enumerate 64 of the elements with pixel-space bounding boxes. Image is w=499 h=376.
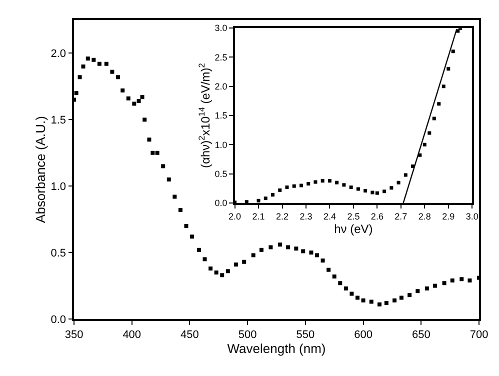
point: [244, 200, 248, 203]
y-tick-label: 3.0: [214, 23, 228, 34]
x-tick-label: 2.8: [418, 212, 431, 222]
point: [364, 188, 368, 192]
x-tick-label: 2.0: [228, 212, 242, 222]
point: [306, 182, 310, 186]
x-tick-label: 2.4: [323, 212, 336, 222]
point: [328, 179, 332, 183]
point: [428, 131, 432, 135]
y-tick-label: 1.5: [214, 110, 228, 121]
point: [375, 191, 379, 195]
x-tick-label: 500: [238, 328, 257, 341]
point: [335, 180, 339, 184]
point: [370, 190, 374, 194]
y-tick-label: 2.0: [214, 82, 228, 92]
y-tick-label: 0.0: [50, 314, 66, 326]
x-tick-label: 3.0: [466, 212, 478, 222]
x-tick-label: 450: [180, 328, 199, 341]
point: [390, 186, 394, 190]
point: [292, 184, 296, 188]
y-axis-title: Absorbance (A.U.): [33, 116, 48, 223]
point: [451, 50, 455, 54]
x-axis-title: hν (eV): [334, 222, 373, 236]
y-tick-label: 1.5: [50, 114, 66, 127]
point: [356, 187, 360, 191]
x-tick-label: 2.2: [276, 212, 289, 222]
point: [404, 173, 408, 177]
x-tick-label: 2.6: [370, 212, 384, 222]
point: [314, 180, 318, 184]
x-tick-label: 2.3: [300, 212, 312, 222]
point: [437, 102, 441, 106]
x-tick-label: 2.7: [394, 212, 408, 222]
point: [442, 84, 446, 88]
y-tick-label: 1.0: [50, 180, 66, 193]
y-tick-label: 2.0: [50, 48, 66, 60]
point: [256, 198, 260, 202]
point: [422, 142, 426, 146]
point: [432, 116, 436, 120]
x-axis-title: Wavelength (nm): [227, 341, 326, 356]
x-tick-label: 2.1: [252, 212, 265, 222]
x-tick-label: 650: [412, 328, 430, 341]
y-tick-label: 0.0: [214, 198, 228, 208]
point: [320, 179, 324, 183]
point: [342, 183, 346, 187]
point: [446, 67, 450, 71]
x-tick-label: 400: [122, 328, 142, 341]
x-tick-label: 350: [64, 328, 84, 341]
y-tick-label: 2.5: [214, 52, 228, 62]
point: [396, 180, 400, 184]
point: [271, 193, 275, 197]
point: [349, 185, 353, 189]
x-tick-label: 550: [296, 328, 315, 341]
point: [278, 188, 282, 192]
y-tick-label: 0.5: [214, 168, 228, 179]
y-tick-label: 1.0: [214, 140, 228, 150]
x-tick-label: 600: [354, 328, 372, 341]
point: [264, 196, 268, 200]
x-tick-label: 700: [470, 328, 488, 341]
x-tick-label: 2.5: [347, 212, 360, 222]
x-tick-label: 2.9: [442, 212, 455, 222]
point: [285, 185, 289, 189]
point: [299, 184, 303, 188]
point: [382, 190, 386, 194]
y-tick-label: 0.5: [50, 247, 66, 260]
